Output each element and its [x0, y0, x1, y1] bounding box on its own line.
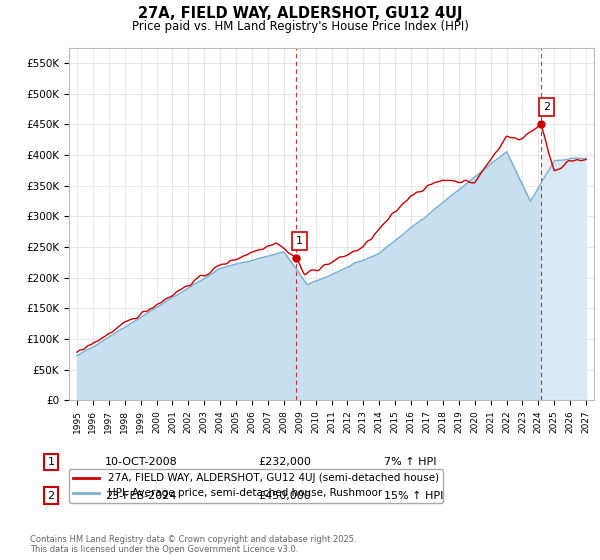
Text: 10-OCT-2008: 10-OCT-2008 — [105, 457, 178, 467]
Text: Contains HM Land Registry data © Crown copyright and database right 2025.
This d: Contains HM Land Registry data © Crown c… — [30, 535, 356, 554]
Text: 2: 2 — [47, 491, 55, 501]
Text: £450,000: £450,000 — [258, 491, 311, 501]
Text: 27A, FIELD WAY, ALDERSHOT, GU12 4UJ: 27A, FIELD WAY, ALDERSHOT, GU12 4UJ — [138, 6, 462, 21]
Text: 7% ↑ HPI: 7% ↑ HPI — [384, 457, 437, 467]
Text: 2: 2 — [544, 102, 550, 112]
Text: 1: 1 — [296, 236, 303, 246]
Legend: 27A, FIELD WAY, ALDERSHOT, GU12 4UJ (semi-detached house), HPI: Average price, s: 27A, FIELD WAY, ALDERSHOT, GU12 4UJ (sem… — [69, 469, 443, 503]
Text: 15% ↑ HPI: 15% ↑ HPI — [384, 491, 443, 501]
Text: £232,000: £232,000 — [258, 457, 311, 467]
Text: 1: 1 — [47, 457, 55, 467]
Text: 23-FEB-2024: 23-FEB-2024 — [105, 491, 176, 501]
Text: Price paid vs. HM Land Registry's House Price Index (HPI): Price paid vs. HM Land Registry's House … — [131, 20, 469, 32]
